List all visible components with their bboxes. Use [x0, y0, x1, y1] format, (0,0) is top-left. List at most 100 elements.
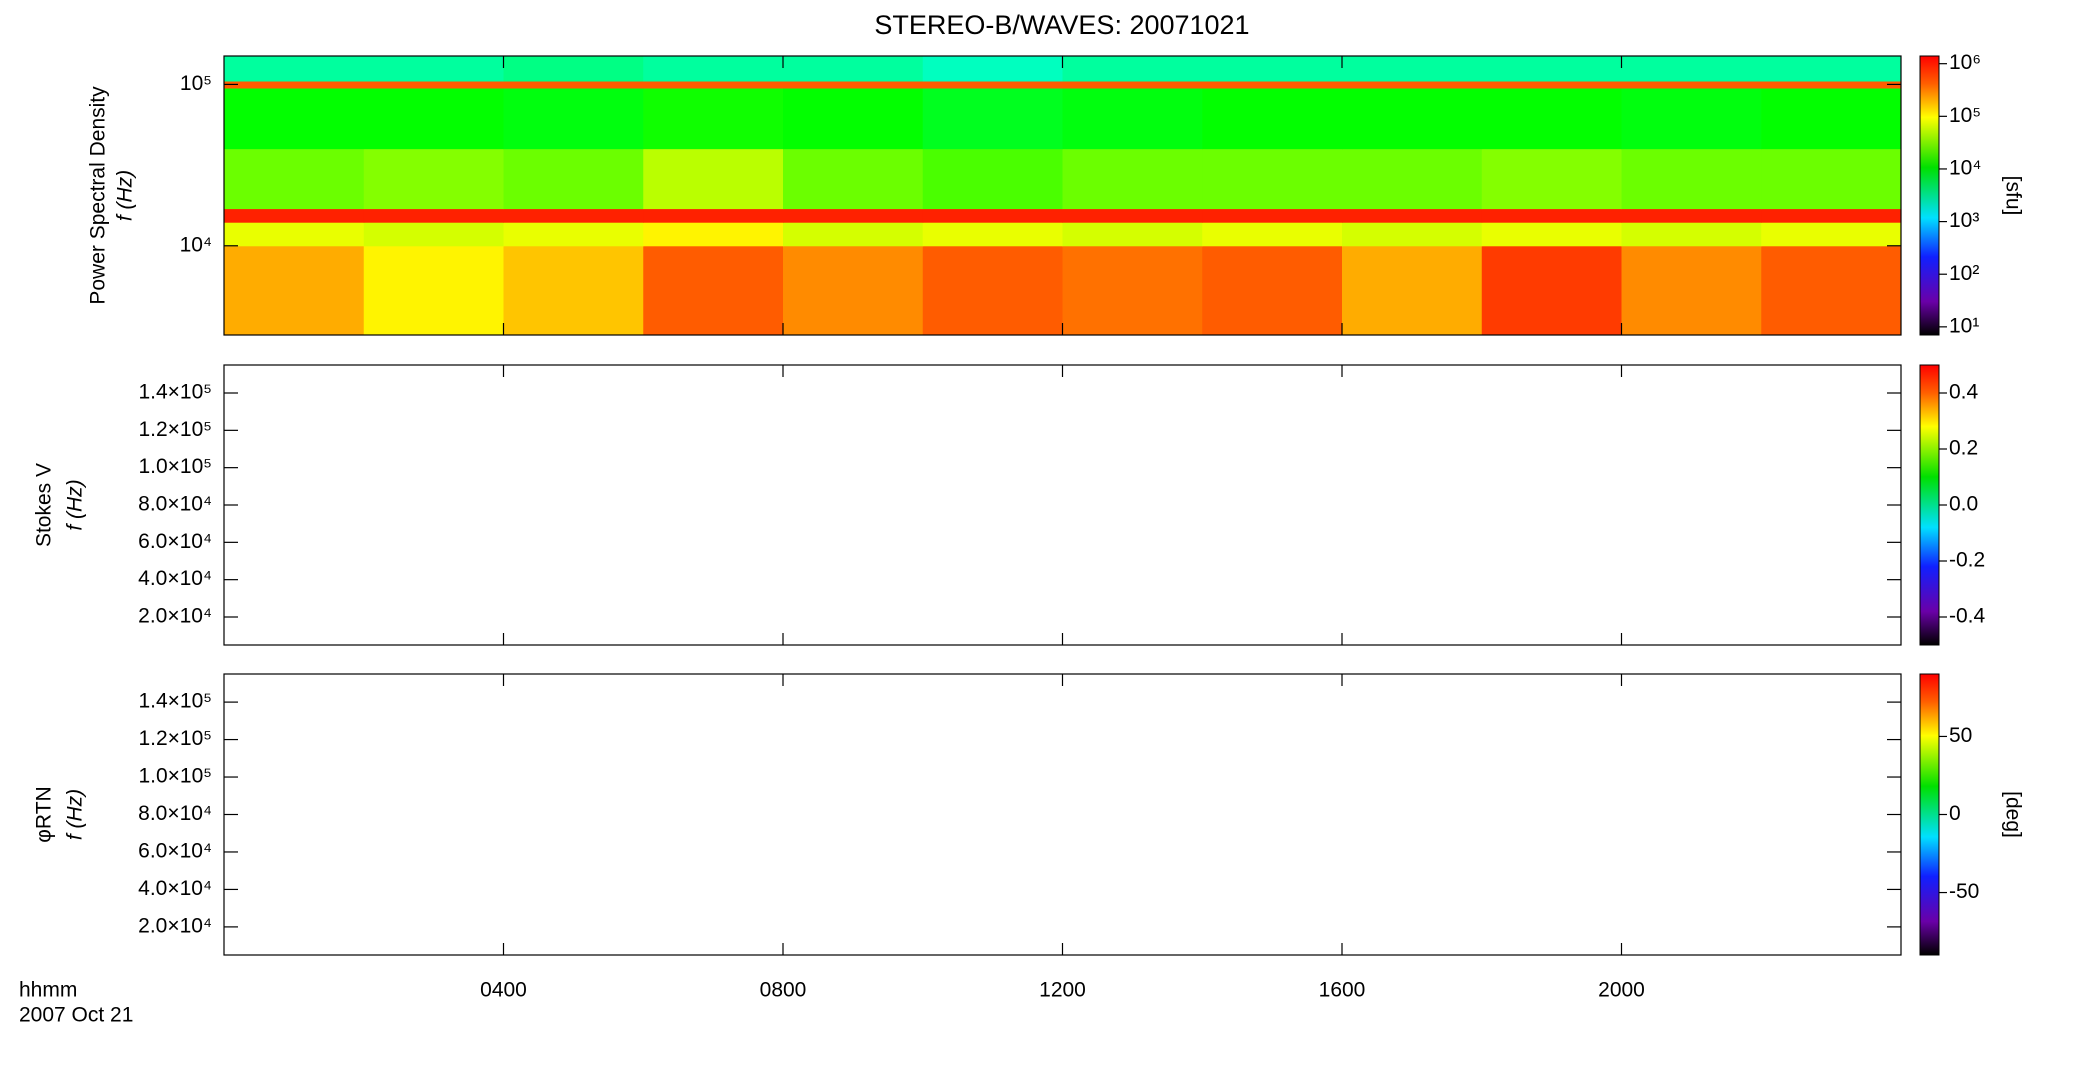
colorbar-tick-label: 10³: [1949, 209, 1979, 232]
heatmap-cell: [1761, 245, 1902, 336]
heatmap-cell: [1342, 208, 1483, 223]
y-axis-label: Power Spectral Density: [87, 86, 110, 305]
heatmap-cell: [643, 88, 784, 150]
heatmap-cell: [1481, 56, 1622, 82]
date-label: 2007 Oct 21: [19, 1004, 133, 1027]
heatmap-cell: [1621, 245, 1762, 336]
y-tick-label: 2.0×10⁴: [138, 605, 212, 628]
heatmap-cell: [503, 148, 644, 210]
heatmap-cell: [1202, 88, 1343, 150]
heatmap-cell: [643, 208, 784, 223]
x-tick-label: 0800: [760, 979, 807, 1002]
y-tick-label: 4.0×10⁴: [138, 877, 212, 900]
heatmap-cell: [1202, 80, 1343, 89]
heatmap-cell: [503, 208, 644, 223]
heatmap-cell: [1062, 80, 1203, 89]
heatmap-cell: [224, 208, 365, 223]
heatmap-cell: [922, 245, 1063, 336]
heatmap-cell: [1062, 56, 1203, 82]
colorbar-label: [deg]: [2001, 791, 2024, 838]
heatmap-cell: [1761, 80, 1902, 89]
colorbar-tick-label: 10⁶: [1949, 51, 1981, 74]
y-tick-label: 8.0×10⁴: [138, 493, 212, 516]
heatmap-cell: [1202, 208, 1343, 223]
heatmap-cell: [1342, 56, 1483, 82]
heatmap-cell: [1342, 88, 1483, 150]
heatmap-cell: [1342, 148, 1483, 210]
heatmap-cell: [643, 222, 784, 247]
heatmap-cell: [363, 56, 504, 82]
heatmap-cell: [363, 208, 504, 223]
y-tick-label: 8.0×10⁴: [138, 802, 212, 825]
heatmap-cell: [1342, 245, 1483, 336]
heatmap-cell: [922, 56, 1063, 82]
heatmap-cell: [1621, 222, 1762, 247]
x-tick-label: 2000: [1598, 979, 1645, 1002]
heatmap-cell: [224, 80, 365, 89]
heatmap-cell: [363, 80, 504, 89]
heatmap-cell: [1621, 56, 1762, 82]
heatmap-cell: [503, 56, 644, 82]
heatmap-cell: [503, 88, 644, 150]
x-axis-label: hhmm: [19, 979, 77, 1002]
heatmap-cell: [224, 56, 365, 82]
chart-title: STEREO-B/WAVES: 20071021: [874, 10, 1249, 40]
y-axis-label: f (Hz): [114, 170, 137, 221]
y-axis-label: Stokes V: [33, 463, 56, 547]
heatmap-cell: [503, 245, 644, 336]
heatmap-cell: [1481, 148, 1622, 210]
heatmap-cell: [363, 88, 504, 150]
y-tick-label: 1.2×10⁵: [138, 418, 212, 441]
heatmap-cell: [922, 148, 1063, 210]
colorbar-label: [sfu]: [2001, 176, 2024, 216]
heatmap-cell: [1062, 222, 1203, 247]
y-tick-label: 1.2×10⁵: [138, 727, 212, 750]
heatmap-cell: [1202, 245, 1343, 336]
heatmap-cell: [1202, 56, 1343, 82]
heatmap-cell: [1761, 148, 1902, 210]
colorbar-tick-label: -0.4: [1949, 605, 1986, 628]
heatmap-cell: [224, 222, 365, 247]
heatmap-cell: [1062, 245, 1203, 336]
heatmap-cell: [1481, 208, 1622, 223]
plot-frame: [223, 673, 1902, 956]
heatmap-cell: [1062, 88, 1203, 150]
heatmap-cell: [783, 148, 924, 210]
heatmap-cell: [1481, 245, 1622, 336]
heatmap-cell: [643, 148, 784, 210]
colorbar-tick-label: -0.2: [1949, 549, 1985, 572]
y-axis-label: f (Hz): [64, 789, 87, 840]
x-tick-label: 1600: [1319, 979, 1366, 1002]
heatmap-cell: [1202, 148, 1343, 210]
heatmap-cell: [783, 80, 924, 89]
heatmap-cell: [1481, 88, 1622, 150]
heatmap-cell: [783, 222, 924, 247]
heatmap-cell: [1621, 208, 1762, 223]
y-tick-label: 1.0×10⁵: [138, 765, 212, 788]
y-tick-label: 10⁴: [180, 233, 212, 256]
y-tick-label: 1.4×10⁵: [138, 381, 212, 404]
y-tick-label: 10⁵: [180, 72, 212, 95]
heatmap-cell: [1761, 56, 1902, 82]
colorbar-tick-label: 10²: [1949, 262, 1979, 285]
colorbar: [1919, 55, 1940, 336]
y-tick-label: 4.0×10⁴: [138, 567, 212, 590]
heatmap-cell: [1761, 222, 1902, 247]
heatmap-cell: [1761, 88, 1902, 150]
y-axis-label: f (Hz): [64, 479, 87, 530]
colorbar: [1919, 673, 1940, 956]
y-tick-label: 1.4×10⁵: [138, 690, 212, 713]
heatmap-cell: [1342, 222, 1483, 247]
heatmap-cell: [643, 245, 784, 336]
colorbar-tick-label: 10¹: [1949, 314, 1979, 337]
y-tick-label: 2.0×10⁴: [138, 914, 212, 937]
heatmap-cell: [1202, 222, 1343, 247]
colorbar-tick-label: -50: [1949, 880, 1979, 903]
y-tick-label: 6.0×10⁴: [138, 840, 212, 863]
colorbar-tick-label: 0.2: [1949, 437, 1978, 460]
heatmap-cell: [922, 222, 1063, 247]
heatmap-cell: [643, 80, 784, 89]
heatmap-cell: [643, 56, 784, 82]
y-axis-label: φRTN: [33, 786, 56, 842]
